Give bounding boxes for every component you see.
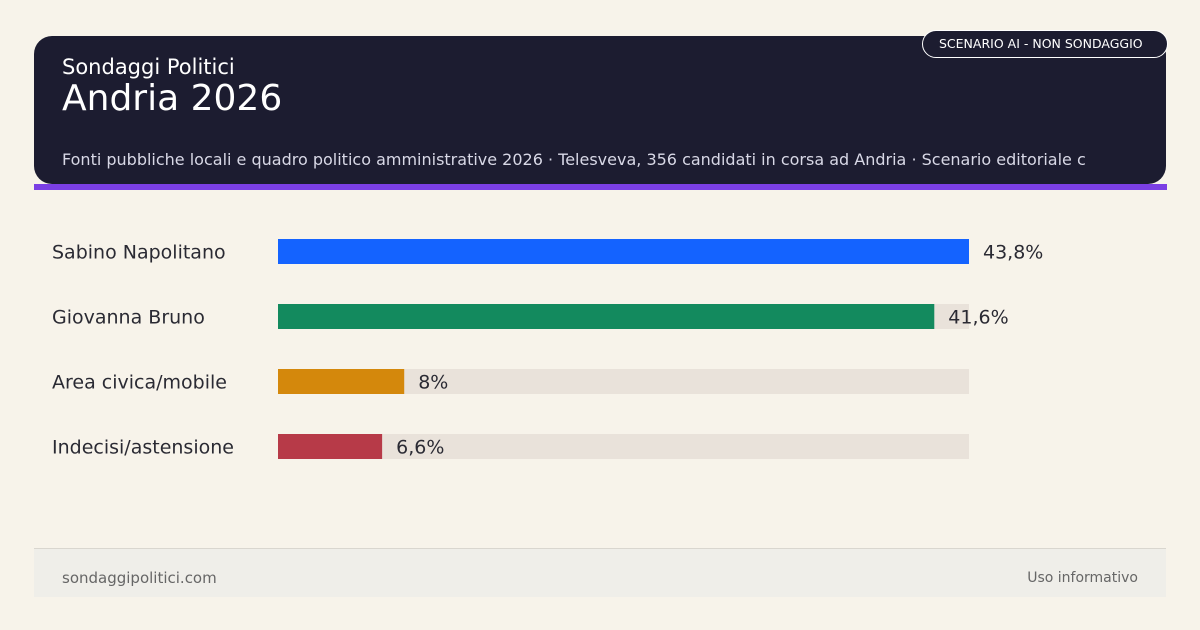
category-label: Indecisi/astensione [52,437,234,459]
bar [278,369,405,394]
bar-track [278,434,969,459]
value-label: 43,8% [983,242,1043,264]
brand-name: Sondaggi Politici [62,55,235,79]
category-label: Sabino Napolitano [52,242,226,264]
footer-note: Uso informativo [1027,570,1138,586]
scenario-badge: SCENARIO AI - NON SONDAGGIO [922,30,1168,58]
sources-text: Fonti pubbliche locali e quadro politico… [62,150,1086,169]
header-panel: Sondaggi Politici Andria 2026 Fonti pubb… [34,36,1166,184]
header-accent-line [34,184,1167,190]
value-label: 6,6% [396,437,444,459]
category-label: Giovanna Bruno [52,307,205,329]
footer: sondaggipolitici.com Uso informativo [34,548,1166,597]
bar [278,304,935,329]
category-label: Area civica/mobile [52,372,227,394]
bar [278,434,383,459]
footer-site: sondaggipolitici.com [62,569,217,587]
page-title: Andria 2026 [62,78,283,119]
value-label: 8% [418,372,448,394]
value-label: 41,6% [948,307,1008,329]
bar [278,239,969,264]
